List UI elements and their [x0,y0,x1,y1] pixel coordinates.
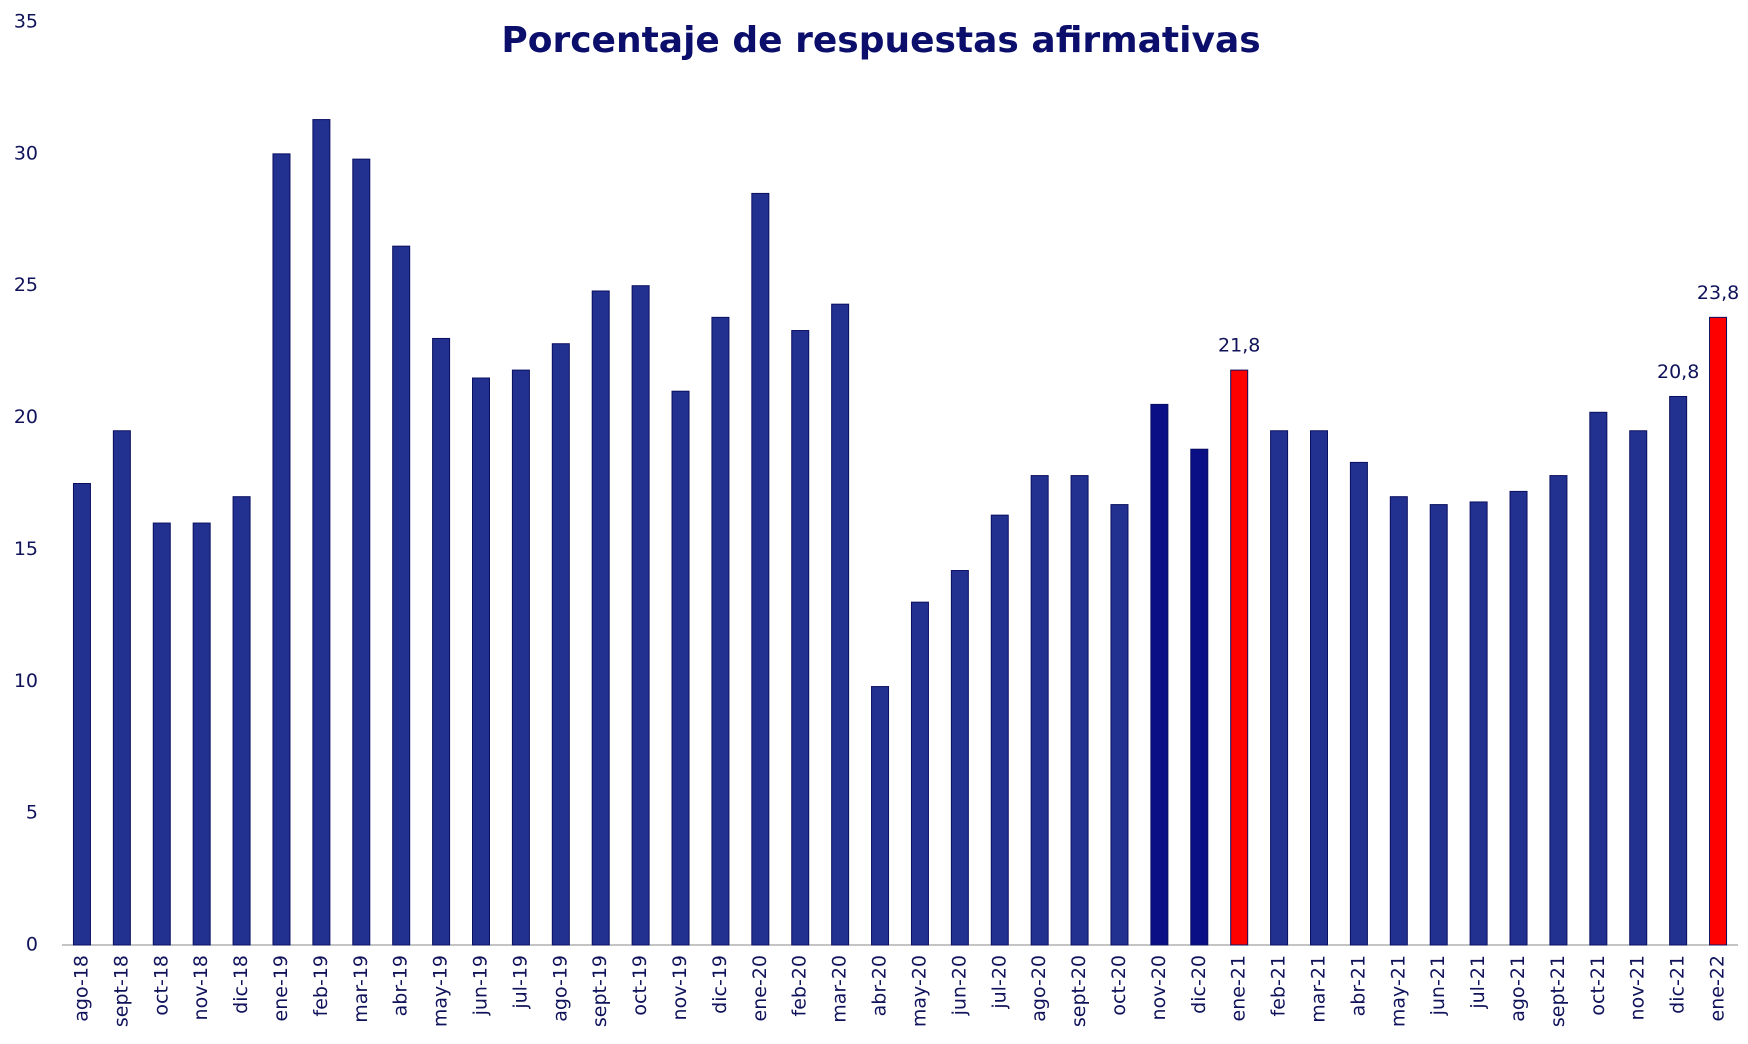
value-label: 20,8 [1657,361,1699,383]
bar [152,522,171,946]
x-tick-label: mar-21 [1308,955,1330,1023]
bar [232,496,251,946]
bar [1190,448,1209,946]
x-tick-label: jun-20 [948,955,970,1016]
x-tick-label: jun-21 [1427,955,1449,1016]
x-tick-label: nov-21 [1627,955,1649,1020]
bar [1709,316,1728,946]
x-tick-label: oct-19 [629,955,651,1016]
x-tick-label: sept-18 [110,955,132,1027]
x-tick-label: jul-21 [1467,955,1489,1010]
bar [1589,411,1608,946]
bar [1150,403,1169,946]
bar [1469,501,1488,946]
x-tick-label: oct-20 [1108,955,1130,1016]
y-tick-label: 15 [14,538,38,560]
x-tick-label: ago-18 [70,955,92,1022]
x-tick-label: dic-19 [709,955,731,1014]
y-tick-label: 30 [14,142,38,164]
x-tick-label: ene-22 [1707,955,1729,1021]
x-tick-label: dic-20 [1188,955,1210,1014]
bar [1549,475,1568,946]
x-tick-label: sept-20 [1068,955,1090,1027]
bar [272,153,291,946]
x-tick-label: dic-21 [1667,955,1689,1014]
x-tick-label: mar-20 [829,955,851,1023]
x-tick-label: oct-18 [150,955,172,1016]
bar [1030,475,1049,946]
x-tick-label: ene-19 [270,955,292,1021]
x-tick-label: sept-21 [1547,955,1569,1027]
x-tick-label: jul-20 [988,955,1010,1010]
bar [1070,475,1089,946]
x-tick-label: abr-20 [869,955,891,1016]
bar [631,285,650,946]
x-tick-label: may-19 [430,955,452,1027]
bar [1509,490,1528,946]
y-tick-label: 25 [14,274,38,296]
bar [352,158,371,946]
bar [990,514,1009,946]
bar [1629,430,1648,946]
x-tick-label: ene-20 [749,955,771,1021]
bar [751,192,770,946]
y-tick-label: 10 [14,670,38,692]
x-tick-label: nov-19 [669,955,691,1020]
y-tick-label: 35 [14,11,38,33]
x-tick-label: mar-19 [350,955,372,1023]
x-tick-label: jun-19 [470,955,492,1016]
x-tick-label: ene-21 [1228,955,1250,1021]
x-tick-label: ago-21 [1507,955,1529,1022]
bar [112,430,131,946]
x-tick-label: nov-20 [1148,955,1170,1020]
bar [432,337,451,946]
value-label: 23,8 [1697,282,1739,304]
x-tick-label: may-21 [1387,955,1409,1027]
x-tick-label: abr-21 [1347,955,1369,1016]
chart-title: Porcentaje de respuestas afirmativas [501,20,1260,61]
x-tick-label: feb-19 [310,955,332,1016]
bar [312,119,331,946]
bar [1389,496,1408,946]
bar [950,570,969,946]
x-tick-label: feb-21 [1268,955,1290,1016]
bar [1110,504,1129,946]
bar [671,390,690,946]
x-tick-label: nov-18 [190,955,212,1020]
bar [551,343,570,946]
bar [192,522,211,946]
x-tick-label: oct-21 [1587,955,1609,1016]
x-tick-label: may-20 [908,955,930,1027]
bar [472,377,490,946]
bar [1349,461,1368,946]
bar [910,601,929,946]
bar [591,290,610,946]
bar [791,330,810,946]
x-tick-label: sept-19 [589,955,611,1027]
bar [392,245,411,946]
bar [1310,430,1328,946]
bar [1270,430,1289,946]
value-label: 21,8 [1218,335,1260,357]
bar [1669,395,1688,946]
x-tick-label: ago-20 [1028,955,1050,1022]
bar [72,483,91,946]
bar [1230,369,1249,946]
bar [511,369,530,946]
bar [711,316,730,946]
bar [871,686,890,946]
y-tick-label: 5 [26,802,38,824]
x-tick-label: feb-20 [789,955,811,1016]
y-tick-label: 20 [14,406,38,428]
bar [831,303,850,946]
x-tick-label: jul-19 [509,955,531,1010]
x-tick-label: dic-18 [230,955,252,1014]
y-tick-label: 0 [26,934,38,956]
x-tick-label: ago-19 [549,955,571,1022]
bar [1429,504,1448,946]
x-tick-label: abr-19 [390,955,412,1016]
